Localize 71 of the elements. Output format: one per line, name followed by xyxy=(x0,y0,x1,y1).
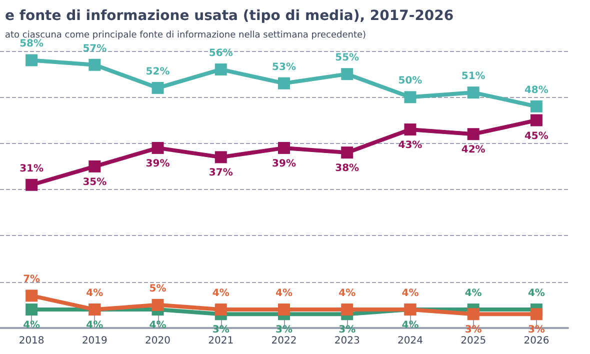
data-label: 52% xyxy=(146,66,170,78)
data-label: 31% xyxy=(20,163,44,174)
data-label: 4% xyxy=(464,288,482,300)
point xyxy=(88,160,101,172)
data-label: 43% xyxy=(398,140,422,151)
x-tick-label: 2021 xyxy=(208,336,234,346)
point xyxy=(26,178,38,191)
point xyxy=(26,290,38,302)
data-label: 4% xyxy=(528,288,545,300)
data-label: 50% xyxy=(398,76,422,87)
chart-title: e fonte di informazione usata (tipo di media), 2017-2026 xyxy=(5,8,454,24)
x-tick-label: 2020 xyxy=(145,336,171,346)
data-label: 42% xyxy=(461,144,486,156)
point xyxy=(341,146,354,159)
data-label: 4% xyxy=(212,288,230,300)
point xyxy=(88,58,101,71)
data-label: 38% xyxy=(335,163,360,174)
point xyxy=(278,142,290,154)
data-label: 51% xyxy=(461,71,486,82)
data-label: 3% xyxy=(464,324,482,336)
x-tick-label: 2022 xyxy=(271,336,297,346)
point xyxy=(404,91,416,104)
x-tick-label: 2019 xyxy=(82,336,108,346)
point xyxy=(341,68,354,80)
point xyxy=(214,304,227,316)
x-tick-label: 2026 xyxy=(524,336,550,346)
point xyxy=(152,142,164,154)
x-tick-label: 2024 xyxy=(397,336,423,346)
data-label: 58% xyxy=(20,38,44,50)
data-label: 39% xyxy=(272,158,296,170)
data-label: 39% xyxy=(146,158,170,170)
data-label: 48% xyxy=(524,84,548,96)
point xyxy=(530,114,542,126)
point xyxy=(278,77,290,90)
data-label: 3% xyxy=(338,324,356,336)
data-label: 53% xyxy=(272,62,296,73)
data-label: 4% xyxy=(149,320,166,332)
x-tick-label: 2025 xyxy=(460,336,486,346)
point xyxy=(152,82,164,94)
point xyxy=(278,304,290,316)
data-label: 3% xyxy=(276,324,292,336)
point xyxy=(26,54,38,66)
chart-subtitle: ato ciascuna come principale fonte di informazione nella settimana precedente) xyxy=(5,30,366,40)
data-label: 4% xyxy=(402,320,419,332)
point xyxy=(530,308,542,320)
data-label: 45% xyxy=(524,130,548,142)
x-tick-label: 2018 xyxy=(18,336,44,346)
data-label: 4% xyxy=(338,288,356,300)
data-label: 3% xyxy=(528,324,545,336)
data-label: 4% xyxy=(402,288,419,300)
point xyxy=(26,304,38,316)
data-label: 4% xyxy=(23,320,40,332)
point xyxy=(467,308,480,320)
data-label: 4% xyxy=(86,288,104,300)
point xyxy=(214,63,227,76)
data-label: 37% xyxy=(208,168,233,179)
point xyxy=(152,298,164,311)
data-label: 4% xyxy=(276,288,292,300)
point xyxy=(404,123,416,136)
data-label: 3% xyxy=(212,324,230,336)
point xyxy=(214,151,227,164)
x-tick-label: 2023 xyxy=(334,336,360,346)
data-label: 5% xyxy=(149,283,166,294)
data-label: 55% xyxy=(335,52,360,64)
data-label: 35% xyxy=(82,176,107,188)
point xyxy=(467,128,480,140)
data-label: 7% xyxy=(23,274,40,286)
point xyxy=(530,100,542,112)
point xyxy=(467,86,480,99)
data-label: 4% xyxy=(86,320,104,332)
point xyxy=(341,304,354,316)
